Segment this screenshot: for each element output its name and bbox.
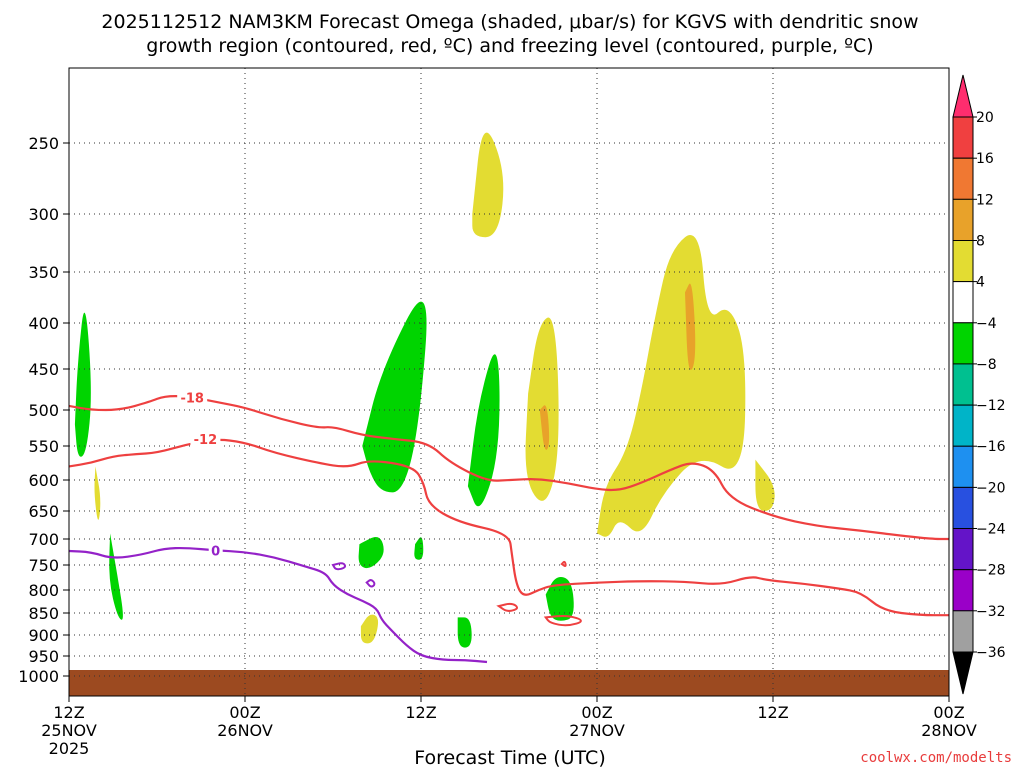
- x-tick-label-5-1: 00Z: [933, 703, 964, 722]
- plot-frame: [68, 67, 950, 697]
- y-tick-label-650: 650: [28, 502, 59, 521]
- y-tick-label-300: 300: [28, 205, 59, 224]
- pressure-axis: 250 300 350 400 450 500 550 600 650 700 750 800 850 9…: [18, 134, 69, 686]
- colorbar-segment-1: [952, 157, 974, 200]
- colorbar-segment-3: [952, 240, 974, 283]
- omega-region-11: [358, 536, 384, 569]
- x-tick-label-0-2: 25NOV: [41, 721, 97, 740]
- omega-region-12: [414, 537, 424, 560]
- contour-loop-0: [331, 562, 347, 571]
- contour-loop-3: [543, 615, 582, 627]
- y-tick-label-350: 350: [28, 263, 59, 282]
- colorbar-segment-0: [952, 116, 974, 159]
- contour-label-bg--12: [190, 430, 221, 447]
- y-tick-label-250: 250: [28, 134, 59, 153]
- temperature-contours: -18 -12 0: [68, 389, 949, 664]
- contour-label-bg--18: [177, 389, 208, 406]
- x-axis-label: Forecast Time (UTC): [414, 747, 605, 768]
- colorbar-segment-6: [952, 363, 974, 406]
- colorbar-segment-4: [952, 281, 974, 324]
- colorbar-segment-12: [952, 610, 974, 653]
- y-tick-label-500: 500: [28, 401, 59, 420]
- colorbar-segment-10: [952, 528, 974, 571]
- colorbar-segment-8: [952, 445, 974, 488]
- contour-label--12: -12: [194, 433, 218, 448]
- x-tick-label-0-3: 2025: [49, 739, 90, 758]
- chart-title-line1: 2025112512 NAM3KM Forecast Omega (shaded…: [101, 11, 918, 33]
- omega-shading: [74, 132, 775, 648]
- colorbar-top-triangle: [952, 74, 974, 118]
- colorbar-segment-5: [952, 322, 974, 365]
- contour--18: [68, 394, 949, 541]
- omega-region-5: [472, 132, 504, 238]
- colorbar-label-2: 12: [976, 192, 994, 208]
- omega-region-9: [685, 283, 696, 370]
- omega-region-13: [360, 614, 379, 644]
- colorbar-label-10: −24: [976, 522, 1006, 538]
- y-tick-label-750: 750: [28, 556, 59, 575]
- x-tick-label-3-2: 27NOV: [569, 721, 625, 740]
- colorbar-segment-7: [952, 404, 974, 447]
- y-tick-label-900: 900: [28, 626, 59, 645]
- omega-colorbar: 20 16 12 8 4 −4 −8 −12 −16 −20 −24 −28 −32 −36: [952, 74, 1006, 695]
- omega-region-8: [597, 234, 746, 537]
- omega-region-3: [362, 301, 427, 493]
- colorbar-label-13: −36: [976, 645, 1006, 661]
- x-tick-label-1-1: 00Z: [229, 703, 260, 722]
- omega-region-15: [545, 576, 574, 621]
- y-tick-label-850: 850: [28, 604, 59, 623]
- colorbar-label-0: 20: [976, 110, 994, 126]
- colorbar-label-7: −12: [976, 398, 1006, 414]
- x-tick-label-3-1: 00Z: [581, 703, 612, 722]
- omega-region-4: [467, 354, 500, 507]
- colorbar-label-11: −28: [976, 563, 1006, 579]
- colorbar-label-8: −16: [976, 439, 1006, 455]
- x-tick-label-1-2: 26NOV: [217, 721, 273, 740]
- y-tick-label-950: 950: [28, 647, 59, 666]
- x-tick-label-4-1: 12Z: [757, 703, 788, 722]
- x-tick-label-2-1: 12Z: [405, 703, 436, 722]
- contour-loop-2: [496, 602, 519, 612]
- contour-loop-4: [560, 560, 567, 567]
- omega-region-1: [94, 466, 101, 520]
- colorbar-segment-2: [952, 198, 974, 242]
- colorbar-label-4: 4: [976, 275, 985, 291]
- omega-region-10: [755, 459, 775, 511]
- y-tick-label-800: 800: [28, 581, 59, 600]
- y-tick-label-600: 600: [28, 471, 59, 490]
- colorbar-label-3: 8: [976, 234, 985, 250]
- chart-title-line2: growth region (contoured, red, ºC) and f…: [146, 35, 873, 57]
- y-tick-label-1000: 1000: [18, 667, 59, 686]
- surface-terrain: [69, 670, 949, 696]
- contour-label--18: -18: [180, 392, 204, 407]
- x-tick-label-5-2: 28NOV: [921, 721, 977, 740]
- omega-region-14: [457, 617, 472, 648]
- colorbar-label-1: 16: [976, 151, 994, 167]
- contour-label-bg-0: [208, 542, 223, 559]
- surface-terrain-band: [69, 670, 949, 696]
- colorbar-segment-11: [952, 569, 974, 612]
- colorbar-label-9: −20: [976, 480, 1006, 496]
- colorbar-segment-9: [952, 486, 974, 530]
- omega-region-0: [74, 312, 91, 457]
- y-tick-label-550: 550: [28, 437, 59, 456]
- contour--12: [68, 438, 949, 617]
- contour-0: [68, 546, 488, 664]
- y-tick-label-400: 400: [28, 314, 59, 333]
- contour-label-0: 0: [211, 544, 220, 559]
- credit-text: coolwx.com/modelts: [860, 750, 1012, 766]
- omega-region-7: [539, 405, 550, 450]
- contour-loop-1: [365, 579, 376, 588]
- colorbar-bottom-triangle: [952, 651, 974, 695]
- omega-region-2: [109, 533, 123, 620]
- colorbar-label-6: −8: [976, 357, 997, 373]
- colorbar-label-5: −4: [976, 316, 997, 332]
- x-tick-label-0-1: 12Z: [53, 703, 84, 722]
- colorbar-label-12: −32: [976, 604, 1006, 620]
- y-tick-label-450: 450: [28, 360, 59, 379]
- y-tick-label-700: 700: [28, 530, 59, 549]
- grid-lines: [69, 68, 949, 696]
